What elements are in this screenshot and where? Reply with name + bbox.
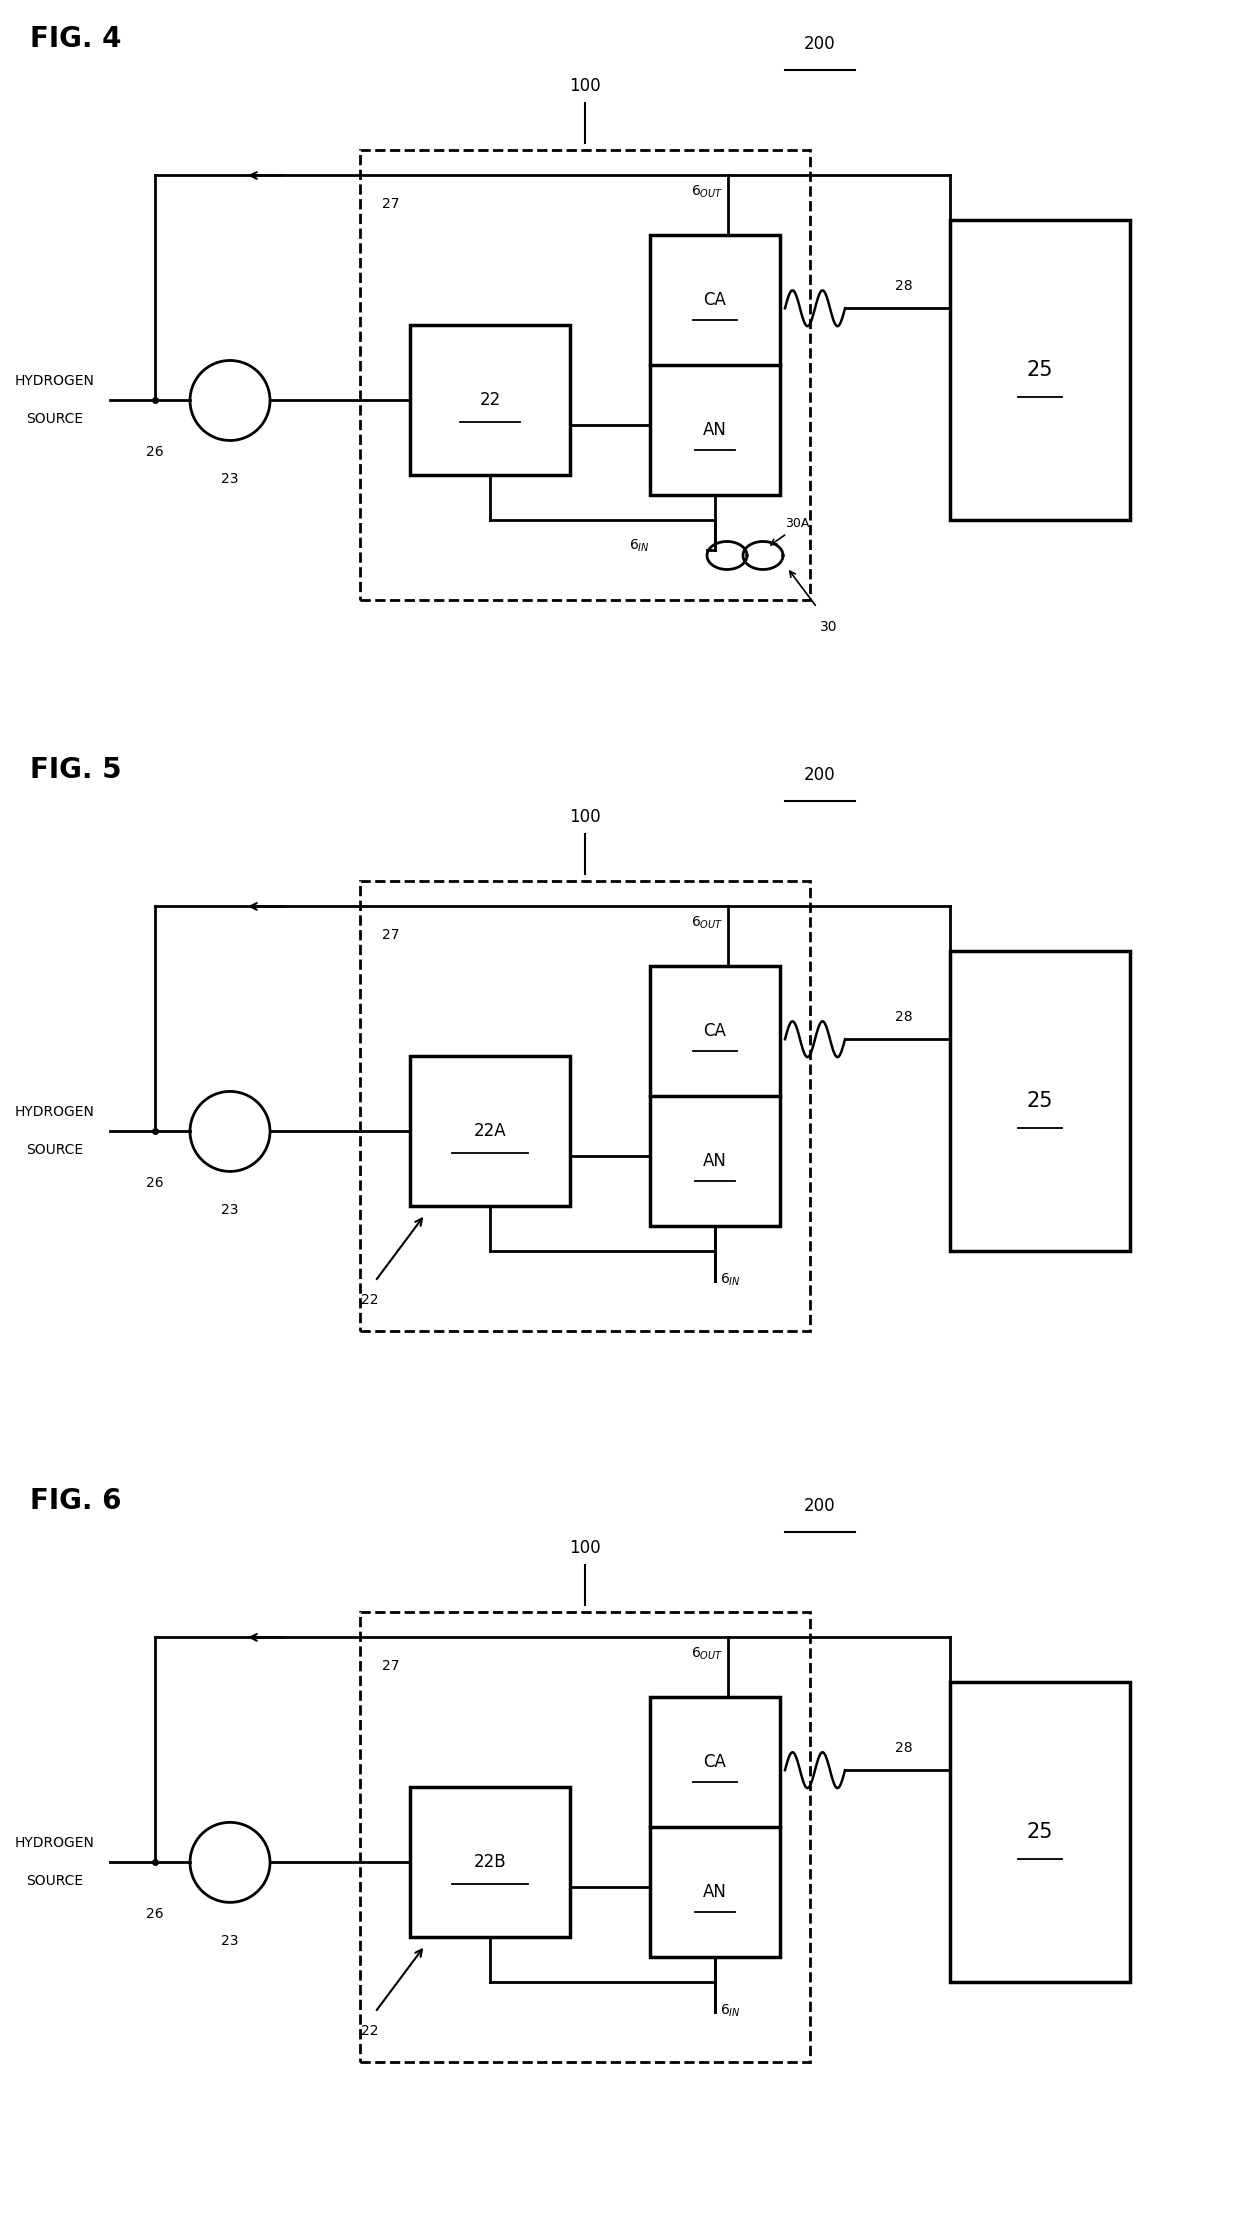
Text: CA: CA xyxy=(703,292,727,310)
Bar xyxy=(950,952,1130,1251)
Text: $6_{OUT}$: $6_{OUT}$ xyxy=(691,184,723,202)
Text: 200: 200 xyxy=(805,35,836,53)
Text: SOURCE: SOURCE xyxy=(26,412,83,427)
Text: 25: 25 xyxy=(1027,1092,1053,1112)
Bar xyxy=(650,1697,780,1958)
Text: 23: 23 xyxy=(221,1203,239,1218)
Text: AN: AN xyxy=(703,1883,727,1900)
Text: 26: 26 xyxy=(146,445,164,459)
Text: 26: 26 xyxy=(146,1176,164,1189)
Text: $6_{OUT}$: $6_{OUT}$ xyxy=(691,915,723,933)
Text: FIG. 5: FIG. 5 xyxy=(30,758,122,784)
Bar xyxy=(360,882,810,1331)
Bar xyxy=(360,151,810,600)
Bar xyxy=(650,235,780,496)
Text: 100: 100 xyxy=(569,808,601,826)
Text: 27: 27 xyxy=(382,928,399,941)
Text: HYDROGEN: HYDROGEN xyxy=(15,374,95,388)
Bar xyxy=(410,1057,570,1207)
Text: 23: 23 xyxy=(221,472,239,487)
Text: AN: AN xyxy=(703,421,727,439)
Text: 100: 100 xyxy=(569,1539,601,1557)
Bar xyxy=(950,1683,1130,1982)
Text: 26: 26 xyxy=(146,1907,164,1920)
Text: FIG. 6: FIG. 6 xyxy=(30,1488,122,1515)
Text: CA: CA xyxy=(703,1023,727,1041)
Text: HYDROGEN: HYDROGEN xyxy=(15,1105,95,1119)
Text: 30: 30 xyxy=(820,620,837,633)
Bar xyxy=(410,326,570,476)
Text: 22: 22 xyxy=(361,2025,378,2038)
Text: 23: 23 xyxy=(221,1934,239,1949)
Text: AN: AN xyxy=(703,1152,727,1170)
Text: FIG. 4: FIG. 4 xyxy=(30,27,122,53)
Text: $6_{IN}$: $6_{IN}$ xyxy=(720,1271,740,1287)
Text: $6_{IN}$: $6_{IN}$ xyxy=(629,538,650,554)
Text: SOURCE: SOURCE xyxy=(26,1874,83,1889)
Text: 28: 28 xyxy=(895,1741,913,1754)
Text: CA: CA xyxy=(703,1754,727,1772)
Text: 200: 200 xyxy=(805,766,836,784)
Bar xyxy=(410,1788,570,1938)
Bar xyxy=(650,966,780,1227)
Text: SOURCE: SOURCE xyxy=(26,1143,83,1158)
Text: 28: 28 xyxy=(895,279,913,292)
Text: $6_{IN}$: $6_{IN}$ xyxy=(720,2002,740,2018)
Bar xyxy=(950,222,1130,521)
Text: $6_{OUT}$: $6_{OUT}$ xyxy=(691,1646,723,1663)
Text: 25: 25 xyxy=(1027,361,1053,381)
Bar xyxy=(360,1613,810,2062)
Text: 22B: 22B xyxy=(474,1854,506,1872)
Text: 200: 200 xyxy=(805,1497,836,1515)
Text: 30A: 30A xyxy=(785,518,810,529)
Text: HYDROGEN: HYDROGEN xyxy=(15,1836,95,1850)
Text: 22: 22 xyxy=(480,392,501,410)
Text: 28: 28 xyxy=(895,1010,913,1023)
Text: 22: 22 xyxy=(361,1294,378,1307)
Text: 100: 100 xyxy=(569,78,601,95)
Text: 27: 27 xyxy=(382,197,399,210)
Text: 22A: 22A xyxy=(474,1123,506,1141)
Text: 27: 27 xyxy=(382,1659,399,1672)
Text: 25: 25 xyxy=(1027,1823,1053,1843)
